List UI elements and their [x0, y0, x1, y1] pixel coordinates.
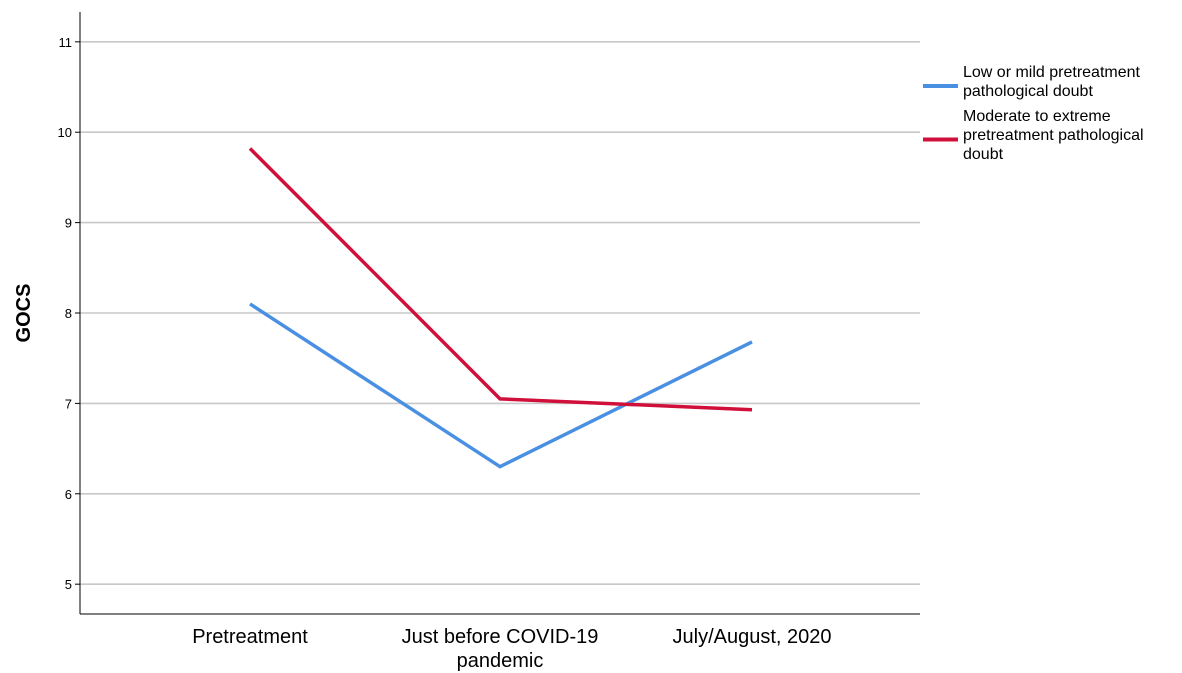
y-tick-label: 5 — [65, 577, 72, 592]
y-tick-label: 7 — [65, 396, 72, 411]
series-line-1 — [249, 302, 753, 469]
y-tick-label: 11 — [59, 35, 73, 50]
y-tick-label: 6 — [65, 487, 72, 502]
y-tick-label: 8 — [65, 306, 72, 321]
y-tick-label: 9 — [65, 216, 72, 231]
x-category-label: Pretreatment — [192, 626, 308, 648]
y-tick-label: 10 — [58, 125, 72, 140]
legend: Low or mild pretreatment pathological dou… — [923, 64, 1144, 163]
x-category-label: Just before COVID-19 pandemic — [402, 626, 599, 672]
y-tick-labels: 5 6 7 8 9 10 11 — [58, 35, 72, 592]
x-category-labels: Pretreatment Just before COVID-19 pandemic… — [192, 626, 831, 672]
legend-label: Low or mild pretreatment pathological dou… — [963, 64, 1141, 100]
grid-lines — [75, 41, 920, 585]
series-line-2 — [248, 147, 753, 412]
series-lines — [248, 147, 753, 469]
y-axis-title: GOCS — [13, 284, 35, 343]
axes — [79, 12, 920, 615]
x-category-label: July/August, 2020 — [673, 626, 832, 648]
legend-label: Moderate to extreme pretreatment patholog… — [963, 108, 1144, 163]
